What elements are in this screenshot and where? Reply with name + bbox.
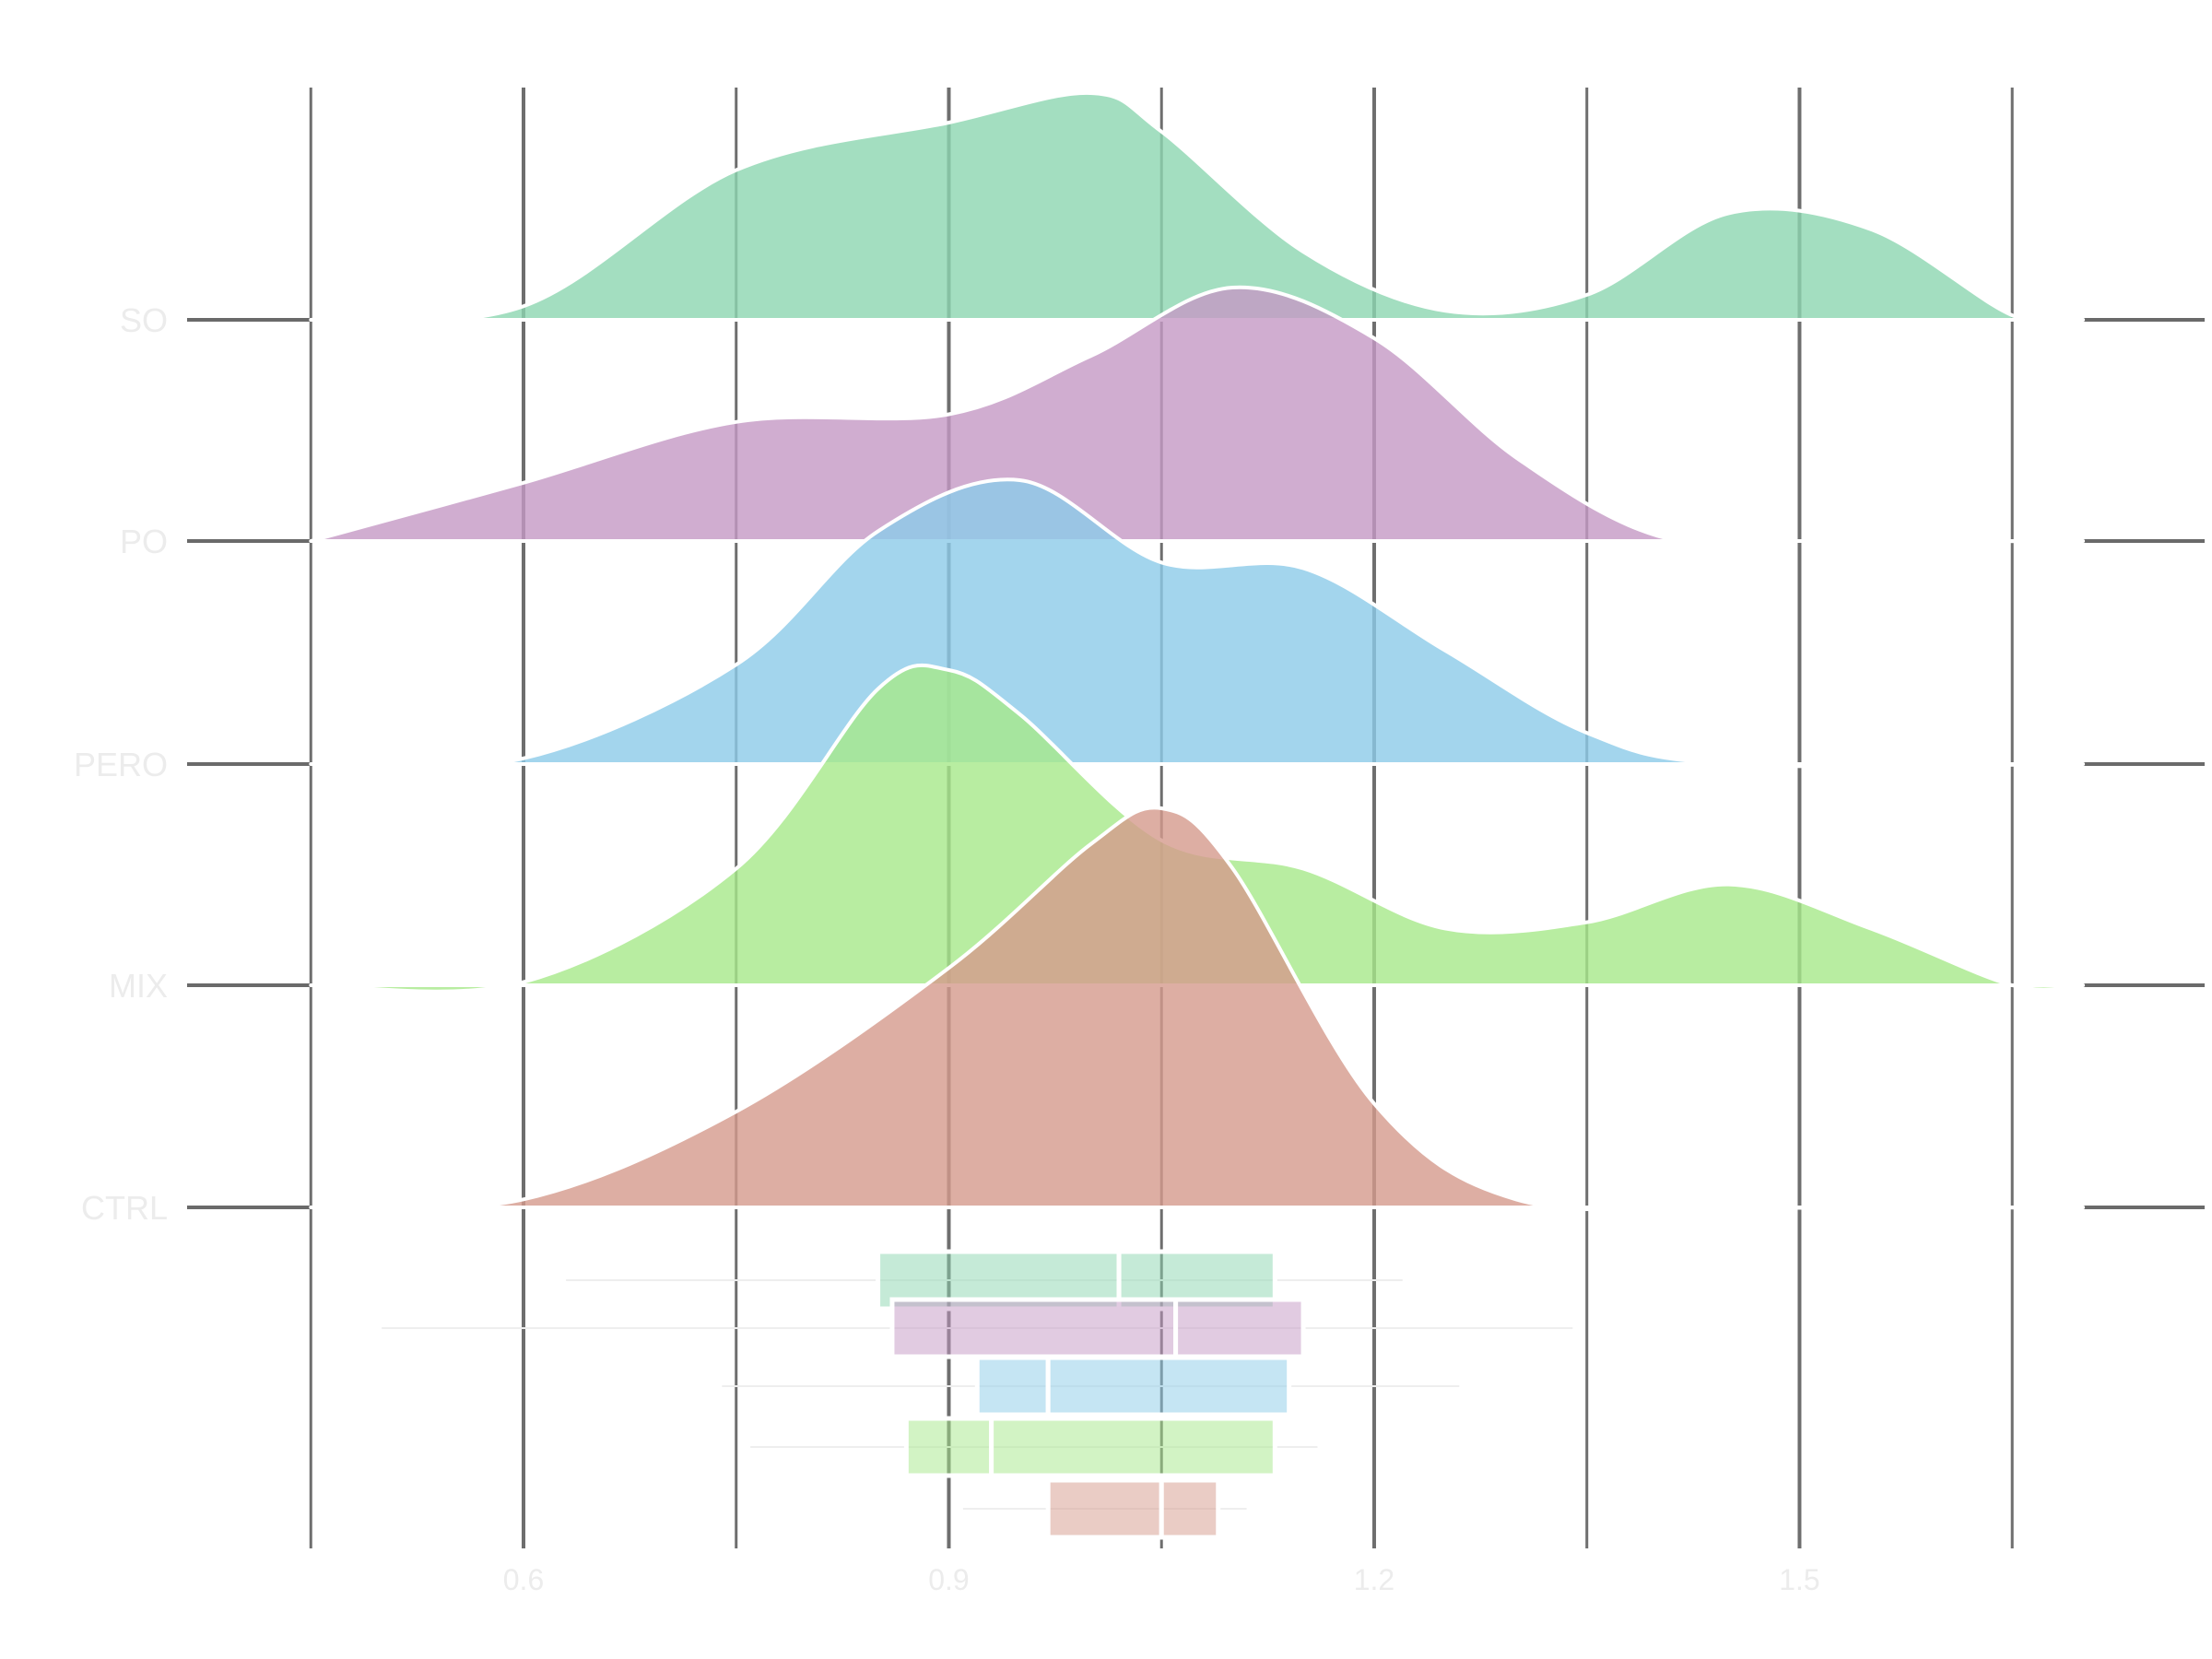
x-tick-label-0: 0.6 xyxy=(503,1563,544,1596)
ridge-po xyxy=(309,285,2086,546)
x-tick-label-3: 1.5 xyxy=(1779,1563,1819,1596)
x-tick-labels: 0.6 0.9 1.2 1.5 xyxy=(503,1563,1820,1596)
box-lower-ctrl xyxy=(1045,1477,1164,1540)
box-lower-pero xyxy=(974,1355,1051,1418)
box-upper-ctrl xyxy=(1159,1477,1221,1540)
ridge-pero xyxy=(309,477,2086,770)
box-upper-po xyxy=(1173,1297,1306,1359)
category-label-so: SO xyxy=(120,301,168,339)
category-labels: CTRL MIX PERO PO SO xyxy=(74,301,168,1227)
category-label-pero: PERO xyxy=(74,746,168,783)
category-label-ctrl: CTRL xyxy=(81,1189,168,1227)
box-upper-pero xyxy=(1045,1355,1292,1418)
x-tick-label-2: 1.2 xyxy=(1354,1563,1394,1596)
boxplot-strip xyxy=(382,1249,1573,1540)
ridge-so xyxy=(309,90,2086,325)
ridge-ctrl xyxy=(309,806,2086,1212)
category-label-po: PO xyxy=(120,523,168,560)
box-lower-mix xyxy=(903,1416,994,1478)
box-lower-po xyxy=(889,1297,1179,1359)
box-upper-mix xyxy=(989,1416,1277,1478)
x-tick-label-1: 0.9 xyxy=(928,1563,969,1596)
density-ridges xyxy=(309,90,2086,1212)
category-label-mix: MIX xyxy=(109,967,168,1005)
